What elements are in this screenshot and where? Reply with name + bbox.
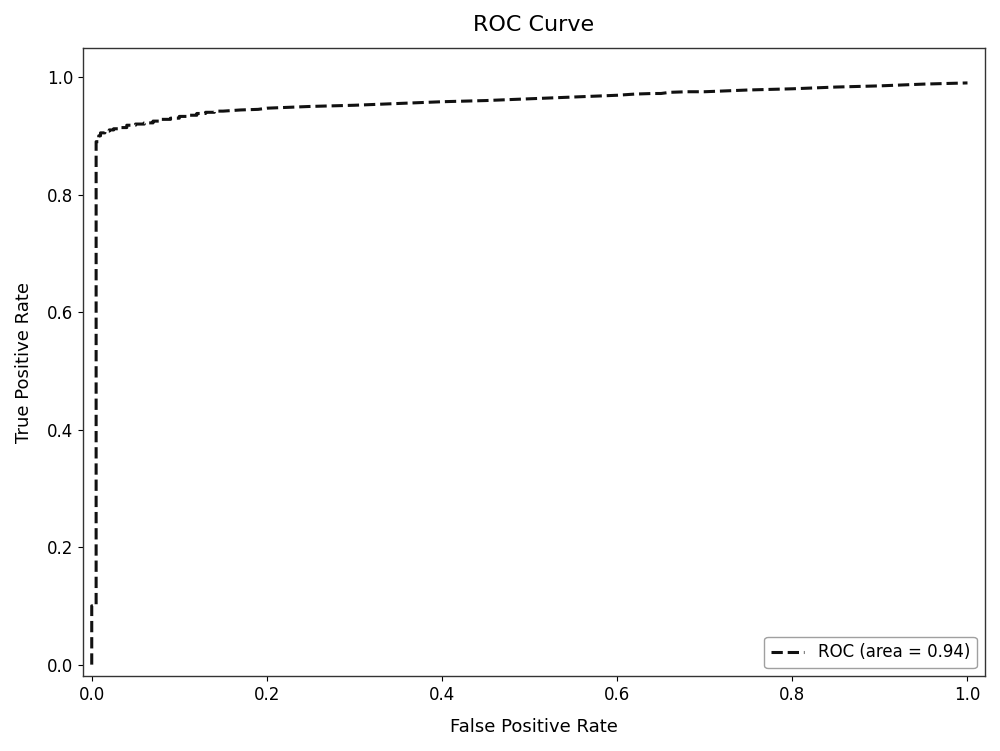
- X-axis label: False Positive Rate: False Positive Rate: [450, 718, 618, 736]
- Legend: ROC (area = 0.94): ROC (area = 0.94): [764, 637, 977, 668]
- Y-axis label: True Positive Rate: True Positive Rate: [15, 282, 33, 442]
- Title: ROC Curve: ROC Curve: [473, 15, 595, 35]
